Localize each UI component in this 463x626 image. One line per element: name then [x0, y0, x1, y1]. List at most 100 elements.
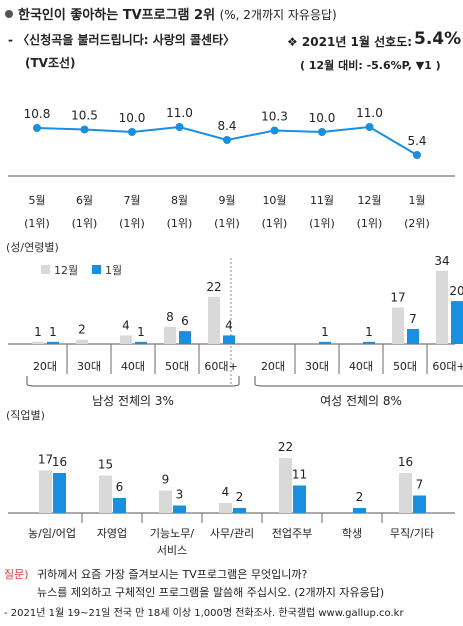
month-label: 6월	[76, 194, 93, 207]
age-category-label: 40대	[349, 360, 373, 373]
age-category-label: 30대	[77, 360, 101, 373]
rank-label: (1위)	[24, 217, 50, 230]
trend-point	[175, 123, 184, 131]
bar-dec	[76, 339, 88, 344]
bar-jan	[293, 485, 306, 513]
bar-dec-label: 8	[166, 310, 174, 324]
bar-jan-label: 4	[225, 318, 233, 332]
bar-dec-label: 15	[98, 458, 113, 472]
bar-jan	[353, 508, 366, 513]
preference-change: ( 12월 대비: -5.6%P, ▼1 )	[300, 59, 441, 72]
title-note: (%, 2개까지 자유응답)	[219, 8, 337, 22]
bar-dec	[399, 473, 412, 513]
age-category-label: 50대	[393, 360, 417, 373]
legend-swatch-jan	[92, 265, 101, 274]
trend-value-label: 8.4	[217, 119, 236, 133]
age-category-label: 20대	[33, 360, 57, 373]
bar-jan	[113, 498, 126, 513]
month-label: 11월	[310, 194, 334, 207]
trend-value-label: 10.0	[119, 111, 146, 125]
bar-dec	[32, 341, 44, 344]
bar-jan	[363, 341, 375, 344]
trend-value-label: 10.3	[261, 110, 288, 124]
bar-dec-label: 2	[78, 323, 86, 337]
trend-point	[318, 128, 326, 136]
bar-jan	[319, 341, 331, 344]
trend-value-label: 10.8	[24, 107, 51, 121]
age-category-label: 60대+	[204, 360, 237, 373]
legend-swatch-dec	[41, 265, 50, 274]
group-bracket	[254, 376, 463, 387]
bar-jan-label: 2	[356, 490, 364, 504]
question-line-2: 뉴스를 제외하고 구체적인 프로그램을 말씀해 주십시오. (2개까지 자유응답…	[37, 586, 385, 599]
rank-label: (1위)	[214, 217, 240, 230]
rank-label: (1위)	[309, 217, 335, 230]
rank-label: (1위)	[262, 217, 288, 230]
month-label: 12월	[357, 194, 381, 207]
source-note: - 2021년 1월 19~21일 전국 만 18세 이상 1,000명 전화조…	[4, 608, 404, 619]
bar-dec-label: 16	[398, 455, 413, 469]
job-category-label: 학생	[342, 527, 362, 540]
job-category-label: 서비스	[157, 544, 187, 557]
bar-dec-label: 22	[278, 440, 293, 454]
age-category-label: 30대	[305, 360, 329, 373]
bar-jan-label: 1	[321, 325, 329, 339]
bar-dec	[208, 296, 220, 344]
preference-value: 5.4%	[414, 29, 462, 49]
title-bullet-icon	[5, 10, 13, 18]
bar-jan-label: 3	[176, 488, 184, 502]
month-label: 9월	[218, 194, 235, 207]
age-category-label: 50대	[165, 360, 189, 373]
age-category-label: 60대+	[432, 360, 463, 373]
rank-label: (1위)	[72, 217, 98, 230]
trend-value-label: 10.0	[309, 111, 336, 125]
bar-dec	[219, 503, 232, 513]
bar-dec-label: 4	[222, 485, 230, 499]
bar-jan	[451, 301, 463, 344]
bar-jan	[53, 473, 66, 513]
month-label: 10월	[262, 194, 286, 207]
trend-point	[80, 125, 89, 134]
bar-dec-label: 34	[434, 254, 449, 268]
bar-jan-label: 7	[416, 478, 424, 492]
age-chart-title: (성/연령별)	[6, 241, 59, 254]
bar-jan-label: 6	[116, 480, 124, 494]
job-chart-title: (직업별)	[6, 409, 45, 422]
bar-jan	[233, 508, 246, 513]
month-label: 5월	[28, 194, 45, 207]
rank-label: (1위)	[119, 217, 145, 230]
bar-jan	[173, 505, 186, 513]
trend-point	[33, 124, 41, 132]
trend-point	[413, 151, 421, 159]
bar-jan	[407, 328, 419, 344]
channel-name: (TV조선)	[25, 56, 76, 70]
bar-dec	[39, 470, 52, 513]
group-caption: 남성 전체의 3%	[92, 394, 174, 408]
bar-jan-label: 1	[137, 325, 145, 339]
bar-dec	[159, 490, 172, 513]
bar-jan-label: 16	[52, 455, 67, 469]
bar-dec-label: 4	[122, 318, 130, 332]
rank-label: (1위)	[357, 217, 383, 230]
bar-dec-label: 22	[206, 280, 221, 294]
trend-point	[223, 136, 231, 144]
bar-dec-label: 17	[38, 453, 53, 467]
bar-jan-label: 2	[236, 490, 244, 504]
bar-jan	[135, 341, 147, 344]
bar-dec	[436, 271, 448, 344]
monthly-trend-line-chart: 10.8 5월 (1위) 10.5 6월 (1위) 10.0 7월 (1위) 11.0 8월 (1위)…	[8, 106, 455, 230]
preference-label: ❖ 2021년 1월 선호도:	[287, 35, 413, 49]
bar-jan-label: 1	[365, 325, 373, 339]
month-label: 8월	[171, 194, 188, 207]
trend-value-label: 11.0	[166, 106, 193, 120]
bar-dec-label: 1	[34, 325, 42, 339]
question-line-1: 귀하께서 요즘 가장 즐겨보시는 TV프로그램은 무엇입니까?	[37, 568, 308, 581]
rank-label: (2위)	[404, 217, 430, 230]
question-label: 질문)	[4, 568, 29, 581]
title-text: 한국인이 좋아하는 TV프로그램 2위	[18, 8, 216, 23]
legend-label-jan: 1월	[105, 264, 122, 277]
legend-label-dec: 12월	[54, 264, 78, 277]
job-category-label: 농/임/어업	[28, 527, 76, 540]
